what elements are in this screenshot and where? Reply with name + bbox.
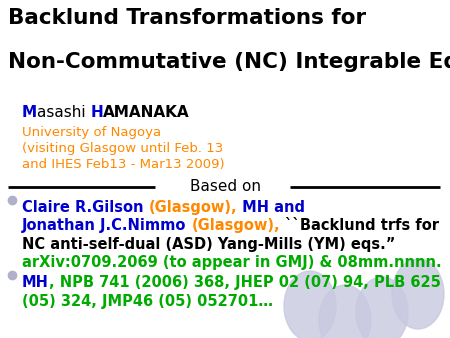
Text: MH and: MH and bbox=[237, 200, 305, 215]
Text: University of Nagoya: University of Nagoya bbox=[22, 126, 161, 139]
Text: (visiting Glasgow until Feb. 13: (visiting Glasgow until Feb. 13 bbox=[22, 142, 223, 155]
Ellipse shape bbox=[356, 277, 408, 338]
Text: (05) 324, JMP46 (05) 052701…: (05) 324, JMP46 (05) 052701… bbox=[22, 294, 273, 309]
Text: asashi: asashi bbox=[37, 105, 90, 120]
Ellipse shape bbox=[284, 271, 336, 338]
Text: Claire R.Gilson: Claire R.Gilson bbox=[22, 200, 149, 215]
Ellipse shape bbox=[392, 259, 444, 329]
Text: M: M bbox=[22, 105, 37, 120]
Text: H: H bbox=[90, 105, 104, 120]
Text: arXiv:0709.2069 (to appear in GMJ) & 08mm.nnnn.: arXiv:0709.2069 (to appear in GMJ) & 08m… bbox=[22, 255, 441, 270]
Text: MH: MH bbox=[22, 275, 49, 290]
Text: (Glasgow),: (Glasgow), bbox=[192, 218, 280, 233]
Text: Jonathan J.C.Nimmo: Jonathan J.C.Nimmo bbox=[22, 218, 192, 233]
Text: ``Backlund trfs for: ``Backlund trfs for bbox=[280, 218, 439, 233]
Text: Non-Commutative (NC) Integrable Eqs.: Non-Commutative (NC) Integrable Eqs. bbox=[8, 52, 450, 72]
Text: (Glasgow),: (Glasgow), bbox=[148, 200, 237, 215]
Text: NC anti-self-dual (ASD) Yang-Mills (YM) eqs.”: NC anti-self-dual (ASD) Yang-Mills (YM) … bbox=[22, 237, 396, 252]
Text: Backlund Transformations for: Backlund Transformations for bbox=[8, 8, 366, 28]
Text: , NPB 741 (2006) 368, JHEP 02 (07) 94, PLB 625: , NPB 741 (2006) 368, JHEP 02 (07) 94, P… bbox=[49, 275, 441, 290]
Ellipse shape bbox=[319, 285, 371, 338]
Text: Based on: Based on bbox=[189, 179, 261, 194]
Text: and IHES Feb13 - Mar13 2009): and IHES Feb13 - Mar13 2009) bbox=[22, 158, 225, 171]
Text: AMANAKA: AMANAKA bbox=[104, 105, 190, 120]
